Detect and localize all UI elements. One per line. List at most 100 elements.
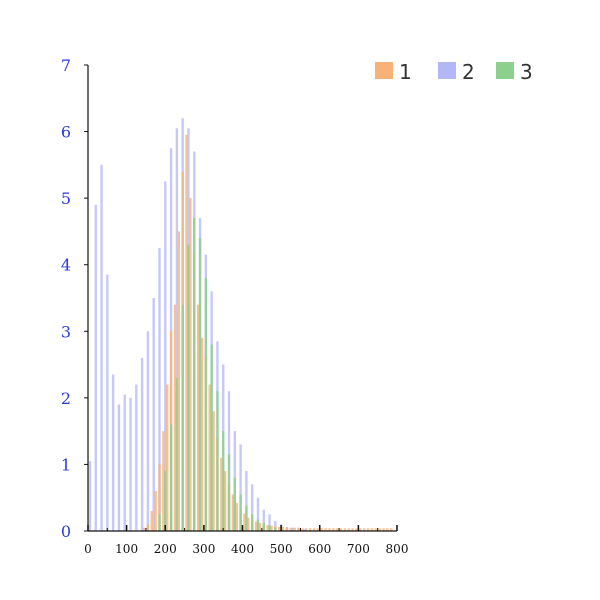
y-tick-label: 5	[61, 189, 71, 208]
series-1-bar	[177, 231, 180, 531]
series-2-bar	[303, 529, 306, 531]
series-2-bar	[123, 394, 126, 531]
legend-label-1: 1	[399, 60, 412, 84]
series-3-bar	[204, 278, 208, 531]
series-3-bar	[245, 505, 248, 531]
y-axis-ticks: 0 1 2 3 4 5 6 7	[61, 56, 88, 541]
series-1-bar	[297, 527, 300, 531]
series-1-bar	[208, 384, 211, 531]
series-1-bar	[223, 471, 227, 531]
x-tick-label: 100	[115, 542, 138, 556]
legend-label-2: 2	[462, 60, 475, 84]
series-1-bar	[351, 528, 354, 531]
series-1-bar	[166, 384, 169, 531]
series-1-bar	[308, 528, 312, 531]
x-tick-label: 600	[308, 542, 331, 556]
series-2-bar	[135, 384, 138, 531]
series-2-bar	[262, 509, 265, 531]
series-1-bar	[316, 528, 320, 531]
series-1-bar	[146, 524, 150, 531]
series-1-bar	[382, 528, 385, 531]
series-1-bar	[366, 528, 370, 531]
series-1-bar	[285, 527, 289, 531]
series-2-bar	[129, 397, 132, 531]
series-3-bar	[239, 494, 242, 531]
series-1-bar	[289, 527, 293, 531]
y-tick-label: 7	[61, 56, 71, 75]
x-tick-label: 700	[347, 542, 370, 556]
series-1-bar	[185, 134, 188, 531]
series-2-bar	[117, 404, 121, 531]
series-3-bar	[193, 218, 196, 532]
series-2-bar	[158, 248, 161, 531]
series-3-bar	[233, 477, 237, 531]
series-2-bar	[164, 181, 167, 531]
series-1-bar	[335, 528, 339, 531]
series-1-bar	[339, 528, 343, 531]
legend-swatch-1	[375, 62, 393, 79]
series-1-bar	[374, 528, 377, 531]
series-2-bar	[251, 484, 254, 531]
series-1-bar	[370, 528, 374, 531]
series-2-bar	[100, 164, 103, 532]
series-1-bar	[162, 431, 165, 531]
legend-swatch-2	[438, 62, 456, 79]
y-tick-label: 0	[61, 522, 71, 541]
y-tick-label: 2	[61, 389, 71, 408]
x-tick-label: 800	[386, 542, 409, 556]
series-1-bar	[150, 511, 153, 531]
series-3-bar	[187, 244, 190, 532]
legend: 1 2 3	[375, 60, 533, 84]
series-1-bar	[343, 528, 347, 531]
series-1-bar	[390, 528, 393, 531]
series-1-bar	[378, 528, 381, 531]
series-3-bar	[198, 238, 202, 531]
series-1-bar	[235, 503, 238, 531]
series-2-bar	[175, 128, 179, 532]
series-1-bar	[270, 525, 273, 531]
series-3-bar	[216, 391, 219, 531]
series-3-bar	[210, 344, 213, 531]
series-3-bar	[169, 424, 173, 531]
series-2-bar	[146, 331, 150, 531]
series-1-bar	[231, 494, 235, 531]
series-2-bar	[245, 471, 248, 531]
series-1-bar	[278, 527, 281, 531]
x-axis-ticks: 0 100 200 300 400 500 600 700 800	[84, 525, 408, 556]
series-1-bar	[196, 304, 200, 531]
series-1-bar	[173, 304, 177, 531]
series-3-bars	[158, 218, 277, 532]
series-3-bar	[268, 525, 271, 531]
series-2-bar	[152, 298, 155, 531]
y-tick-label: 1	[61, 455, 71, 474]
series-1-bar	[347, 528, 350, 531]
series-2-bar	[88, 461, 92, 531]
legend-label-3: 3	[520, 60, 533, 84]
series-1-bar	[301, 528, 304, 531]
series-1-bars	[142, 134, 393, 531]
series-1-bar	[320, 528, 323, 531]
series-3-bar	[158, 514, 161, 531]
series-1-bar	[220, 457, 223, 531]
series-3-bar	[251, 514, 254, 531]
series-1-bar	[247, 517, 250, 531]
series-2-bar	[111, 374, 115, 531]
series-1-bar	[281, 527, 285, 531]
series-2-bar	[239, 444, 242, 531]
series-1-bar	[200, 337, 204, 531]
x-tick-label: 300	[192, 542, 215, 556]
series-3-bar	[175, 377, 179, 531]
y-tick-label: 6	[61, 123, 71, 142]
series-2-bar	[274, 521, 277, 531]
series-2-bar	[268, 514, 271, 531]
series-2-bar	[106, 274, 109, 531]
series-2-bar	[291, 527, 294, 531]
x-tick-label: 200	[154, 542, 177, 556]
series-1-bar	[154, 491, 157, 531]
series-1-bar	[386, 528, 389, 531]
series-1-bar	[243, 513, 246, 531]
y-tick-label: 4	[61, 256, 71, 275]
series-1-bar	[142, 527, 146, 531]
series-3-bar	[227, 454, 231, 531]
